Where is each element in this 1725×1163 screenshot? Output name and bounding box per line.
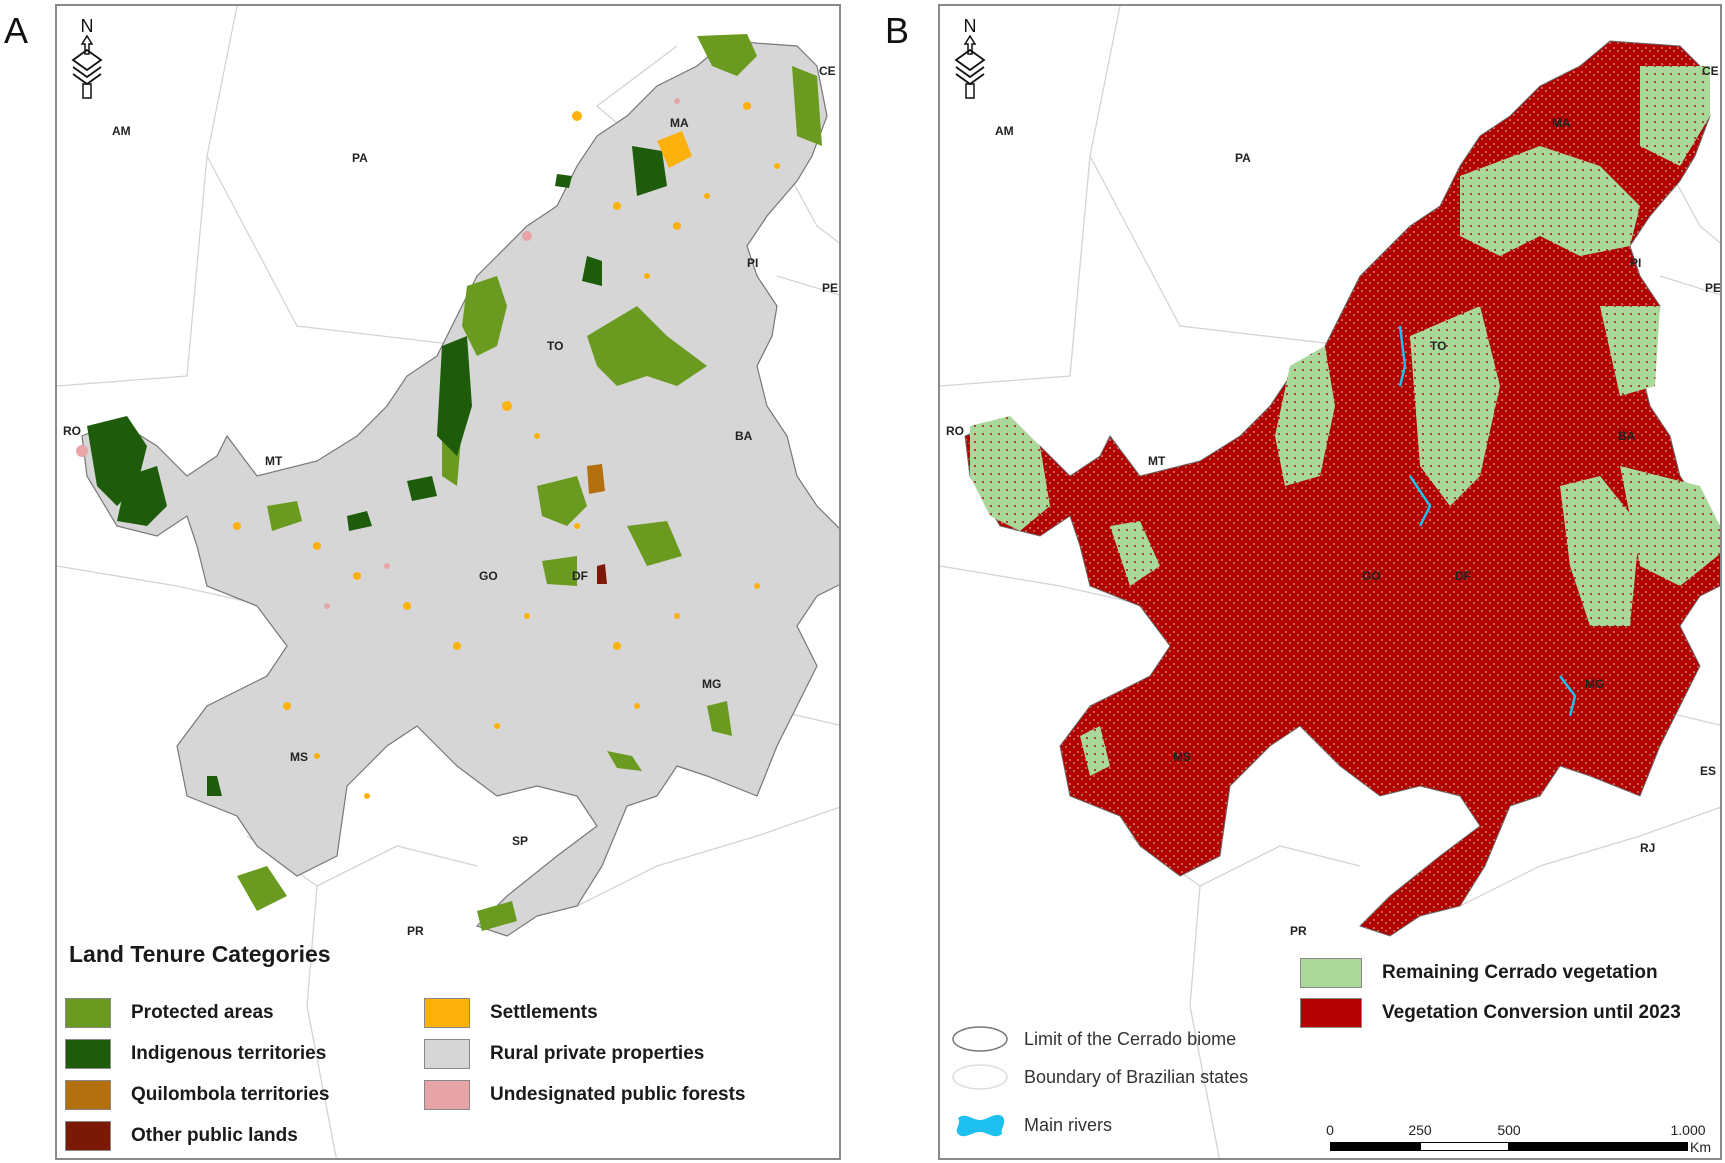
undesignated-public-forests bbox=[76, 98, 680, 609]
state-label-ce: CE bbox=[819, 64, 836, 78]
panel-a-map-frame: N AM PA MA CE PI PE TO RO MT BA GO DF MG… bbox=[55, 4, 841, 1160]
legend-item-quilombola-territories: Quilombola territories bbox=[65, 1080, 329, 1110]
scale-segment-2 bbox=[1420, 1142, 1509, 1151]
remaining-vegetation-swatch bbox=[1300, 958, 1362, 988]
state-label-ma: MA bbox=[1552, 116, 1571, 130]
panel-b-letter: B bbox=[885, 10, 910, 51]
legend-item-cerrado-limit: Limit of the Cerrado biome bbox=[950, 1024, 1236, 1054]
state-label-mg: MG bbox=[1585, 677, 1605, 691]
quilombola-territory bbox=[587, 464, 605, 494]
state-label-ba: BA bbox=[1618, 429, 1636, 443]
state-label-mt: MT bbox=[265, 454, 283, 468]
legend-label: Rural private properties bbox=[490, 1043, 705, 1064]
indigenous-territories-swatch bbox=[65, 1039, 111, 1069]
outline-light-symbol bbox=[952, 1064, 1008, 1090]
legend-label: Protected areas bbox=[131, 1002, 274, 1023]
scale-tick-0: 0 bbox=[1326, 1122, 1334, 1138]
state-label-df: DF bbox=[1455, 569, 1471, 583]
quilombola-territories-swatch bbox=[65, 1080, 111, 1110]
vegetation-conversion-map bbox=[940, 6, 1720, 1158]
vegetation-conversion-swatch bbox=[1300, 998, 1362, 1028]
legend-label: Indigenous territories bbox=[131, 1043, 327, 1064]
state-boundaries bbox=[940, 6, 1720, 1158]
land-tenure-legend-title: Land Tenure Categories bbox=[69, 941, 331, 967]
scale-tick-1000: 1.000 bbox=[1670, 1122, 1706, 1138]
state-label-pa: PA bbox=[352, 151, 368, 165]
cerrado-biome-shape bbox=[964, 40, 1720, 937]
legend-label: Main rivers bbox=[1024, 1114, 1113, 1135]
state-label-mg: MG bbox=[702, 677, 722, 691]
legend-item-undesignated-public-forests: Undesignated public forests bbox=[424, 1080, 745, 1110]
legend-label: Other public lands bbox=[131, 1125, 298, 1146]
legend-item-indigenous-territories: Indigenous territories bbox=[65, 1039, 326, 1069]
legend-item-protected-areas: Protected areas bbox=[65, 998, 274, 1028]
state-label-df: DF bbox=[572, 569, 588, 583]
legend-label: Quilombola territories bbox=[131, 1084, 330, 1105]
north-arrow: N bbox=[69, 16, 105, 111]
state-label-am: AM bbox=[995, 124, 1014, 138]
state-label-pr: PR bbox=[1290, 924, 1307, 938]
state-label-to: TO bbox=[547, 339, 564, 353]
state-label-pr: PR bbox=[407, 924, 424, 938]
state-label-ba: BA bbox=[735, 429, 753, 443]
outline-dark-symbol bbox=[952, 1026, 1008, 1052]
land-tenure-map bbox=[57, 6, 839, 1158]
settlements-swatch bbox=[424, 998, 470, 1028]
cerrado-biome-shape bbox=[81, 40, 839, 937]
legend-item-remaining-vegetation: Remaining Cerrado vegetation bbox=[1300, 958, 1658, 988]
state-label-ma: MA bbox=[670, 116, 689, 130]
scale-segment-3 bbox=[1509, 1142, 1688, 1151]
state-label-pa: PA bbox=[1235, 151, 1251, 165]
scale-tick-500: 500 bbox=[1497, 1122, 1521, 1138]
legend-item-settlements: Settlements bbox=[424, 998, 598, 1028]
panel-a-letter: A bbox=[4, 10, 29, 51]
legend-label: Boundary of Brazilian states bbox=[1024, 1066, 1249, 1087]
panel-b-map-frame: N AM PA MA CE PI PE TO RO MT BA GO DF MG… bbox=[938, 4, 1722, 1160]
state-label-ce: CE bbox=[1702, 64, 1719, 78]
north-label: N bbox=[964, 16, 977, 36]
state-label-ro: RO bbox=[946, 424, 964, 438]
state-label-rj: RJ bbox=[1640, 841, 1656, 855]
rural-private-properties-swatch bbox=[424, 1039, 470, 1069]
legend-label: Remaining Cerrado vegetation bbox=[1382, 962, 1658, 983]
state-label-ro: RO bbox=[63, 424, 81, 438]
state-label-pi: PI bbox=[1630, 256, 1642, 270]
state-label-pe: PE bbox=[1705, 281, 1722, 295]
state-label-pi: PI bbox=[747, 256, 759, 270]
state-label-pe: PE bbox=[822, 281, 839, 295]
legend-item-state-boundary: Boundary of Brazilian states bbox=[950, 1062, 1248, 1092]
north-label: N bbox=[81, 16, 94, 36]
state-label-to: TO bbox=[1430, 339, 1447, 353]
scale-segment-1 bbox=[1330, 1142, 1420, 1151]
legend-item-main-rivers: Main rivers bbox=[950, 1110, 1112, 1140]
undesignated-public-forests-swatch bbox=[424, 1080, 470, 1110]
state-label-ms: MS bbox=[290, 750, 308, 764]
indigenous-territories bbox=[87, 146, 667, 796]
north-arrow: N bbox=[952, 16, 988, 111]
other-public-land bbox=[597, 564, 607, 584]
state-label-go: GO bbox=[479, 569, 498, 583]
legend-label: Settlements bbox=[490, 1002, 598, 1023]
scale-tick-250: 250 bbox=[1408, 1122, 1432, 1138]
state-label-go: GO bbox=[1362, 569, 1381, 583]
state-label-am: AM bbox=[112, 124, 131, 138]
settlements bbox=[233, 102, 780, 799]
legend-item-vegetation-conversion: Vegetation Conversion until 2023 bbox=[1300, 998, 1681, 1028]
state-label-es: ES bbox=[1700, 764, 1717, 778]
scale-unit: Km bbox=[1690, 1139, 1711, 1155]
river-icon bbox=[956, 1114, 1005, 1137]
protected-areas-swatch bbox=[65, 998, 111, 1028]
other-public-lands-swatch bbox=[65, 1121, 111, 1151]
legend-item-other-public-lands: Other public lands bbox=[65, 1121, 298, 1151]
scale-bar: 0 250 500 1.000 Km bbox=[1326, 1122, 1711, 1158]
state-label-ms: MS bbox=[1173, 750, 1191, 764]
state-label-mt: MT bbox=[1148, 454, 1166, 468]
legend-label: Undesignated public forests bbox=[490, 1084, 746, 1105]
state-label-sp: SP bbox=[512, 834, 529, 848]
legend-item-rural-private-properties: Rural private properties bbox=[424, 1039, 704, 1069]
legend-label: Limit of the Cerrado biome bbox=[1024, 1028, 1237, 1049]
main-rivers bbox=[1398, 325, 1577, 717]
remaining-vegetation bbox=[970, 66, 1720, 776]
legend-label: Vegetation Conversion until 2023 bbox=[1382, 1002, 1681, 1023]
